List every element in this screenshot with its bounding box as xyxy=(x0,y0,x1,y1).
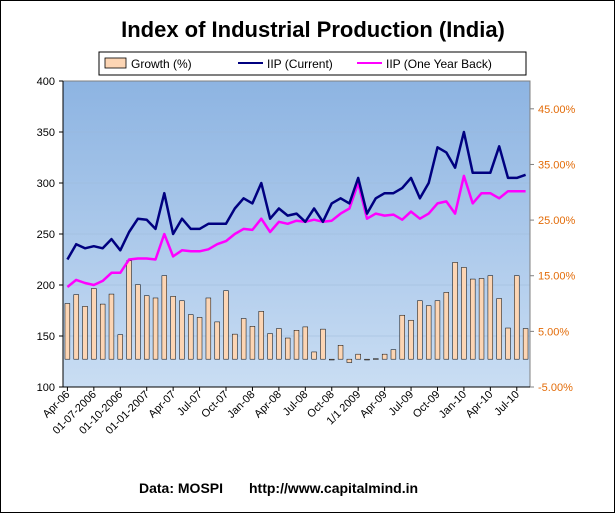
growth-bar xyxy=(91,288,97,360)
chart-title: Index of Industrial Production (India) xyxy=(121,17,505,42)
y2-tick-label: 35.00% xyxy=(538,159,576,171)
growth-bar xyxy=(514,275,520,360)
growth-bar xyxy=(399,314,405,360)
growth-bar xyxy=(240,318,247,360)
growth-bar xyxy=(487,275,494,360)
growth-bar xyxy=(373,358,379,360)
x-tick-label: Apr-09 xyxy=(358,389,390,421)
growth-bar xyxy=(505,327,511,360)
legend: Growth (%) IIP (Current) IIP (One Year B… xyxy=(98,51,527,76)
growth-bar xyxy=(443,292,449,360)
x-tick-label: Oct-09 xyxy=(411,389,443,421)
growth-bar xyxy=(232,333,238,360)
growth-bar xyxy=(452,262,458,360)
x-tick-label: Oct-07 xyxy=(199,389,231,421)
growth-bar xyxy=(249,326,256,360)
growth-bar xyxy=(73,294,79,360)
growth-bar xyxy=(417,300,423,360)
y2-tick-label: 25.00% xyxy=(538,215,576,227)
growth-bar xyxy=(214,321,220,360)
growth-bar xyxy=(381,353,388,360)
growth-bar xyxy=(117,334,123,360)
y-axis-ticks: 100 150 200 250 300 350 400 xyxy=(37,76,63,394)
growth-bar xyxy=(346,358,353,363)
growth-bar xyxy=(408,319,414,360)
growth-bar xyxy=(470,278,476,360)
growth-bars xyxy=(64,260,529,363)
growth-bar xyxy=(170,296,176,360)
y2-axis-ticks: -5.00% 5.00% 15.00% 25.00% 35.00% 45.00% xyxy=(530,104,576,394)
y-tick-label: 300 xyxy=(37,178,55,190)
growth-bar xyxy=(496,298,502,360)
legend-label-iip-current: IIP (Current) xyxy=(267,57,333,71)
x-axis-ticks: Apr-0601-07-200601-10-200601-01-2007Apr-… xyxy=(41,387,522,437)
growth-bar xyxy=(196,317,203,360)
growth-bar xyxy=(311,351,317,360)
growth-bar xyxy=(188,314,194,360)
growth-bar xyxy=(522,328,529,360)
x-tick-label: Apr-07 xyxy=(146,389,178,421)
y-tick-label: 100 xyxy=(37,382,55,394)
growth-bar xyxy=(144,295,150,360)
x-tick-label: Jan-08 xyxy=(225,389,257,421)
x-tick-label: Jan-10 xyxy=(437,389,469,421)
growth-bar xyxy=(152,297,159,360)
growth-bar xyxy=(126,260,132,360)
growth-bar xyxy=(425,305,432,360)
growth-bar xyxy=(64,303,71,360)
source-label: Data: MOSPI xyxy=(139,480,223,496)
growth-bar xyxy=(267,333,273,360)
x-tick-label: Apr-10 xyxy=(464,389,496,421)
y2-tick-label: 45.00% xyxy=(538,104,576,116)
growth-bar xyxy=(161,275,168,360)
growth-bar xyxy=(337,345,344,360)
y2-tick-label: 5.00% xyxy=(538,326,569,338)
growth-bar xyxy=(461,267,467,360)
y-tick-label: 150 xyxy=(37,331,55,343)
growth-bar xyxy=(205,297,212,360)
legend-swatch-growth xyxy=(104,57,127,69)
y2-tick-label: 15.00% xyxy=(538,271,576,283)
growth-bar xyxy=(329,358,335,361)
growth-bar xyxy=(364,358,370,361)
growth-bar xyxy=(223,290,229,360)
source-url: http://www.capitalmind.in xyxy=(249,480,418,496)
y-tick-label: 200 xyxy=(37,280,55,292)
x-tick-label: Apr-08 xyxy=(252,389,284,421)
y2-tick-label: -5.00% xyxy=(538,382,573,394)
growth-bar xyxy=(285,337,291,360)
growth-bar xyxy=(179,300,185,360)
y-tick-label: 250 xyxy=(37,229,55,241)
iip-one-year-back-line xyxy=(66,174,526,288)
legend-label-iip-one-year-back: IIP (One Year Back) xyxy=(386,57,492,71)
growth-bar xyxy=(293,330,300,360)
growth-bar xyxy=(108,293,115,360)
x-tick-label: Jul-10 xyxy=(492,389,522,419)
growth-bar xyxy=(135,284,141,360)
growth-bar xyxy=(478,278,485,360)
growth-bar xyxy=(320,328,326,360)
growth-bar xyxy=(434,300,441,360)
legend-label-growth: Growth (%) xyxy=(131,57,192,71)
iip-current-line xyxy=(66,130,527,261)
growth-bar xyxy=(82,306,88,360)
y-tick-label: 400 xyxy=(37,76,55,88)
growth-bar xyxy=(302,326,308,360)
growth-bar xyxy=(99,303,106,360)
growth-bar xyxy=(355,353,361,360)
y-tick-label: 350 xyxy=(37,127,55,139)
growth-bar xyxy=(258,311,264,360)
legend-box xyxy=(98,51,527,76)
growth-bar xyxy=(276,328,282,360)
iip-lines xyxy=(66,130,527,288)
growth-bar xyxy=(390,349,397,360)
